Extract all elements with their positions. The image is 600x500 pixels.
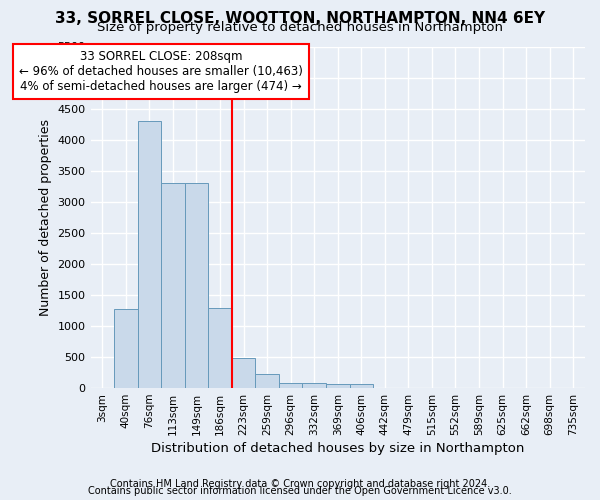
Bar <box>232 358 256 388</box>
Bar <box>256 374 279 388</box>
Bar <box>279 383 302 388</box>
Text: Contains public sector information licensed under the Open Government Licence v3: Contains public sector information licen… <box>88 486 512 496</box>
Bar <box>114 309 137 388</box>
Y-axis label: Number of detached properties: Number of detached properties <box>39 119 52 316</box>
Bar <box>350 384 373 388</box>
Bar <box>326 384 350 388</box>
Bar <box>137 121 161 388</box>
Text: 33 SORREL CLOSE: 208sqm
← 96% of detached houses are smaller (10,463)
4% of semi: 33 SORREL CLOSE: 208sqm ← 96% of detache… <box>19 50 303 93</box>
Text: 33, SORREL CLOSE, WOOTTON, NORTHAMPTON, NN4 6EY: 33, SORREL CLOSE, WOOTTON, NORTHAMPTON, … <box>55 11 545 26</box>
X-axis label: Distribution of detached houses by size in Northampton: Distribution of detached houses by size … <box>151 442 524 455</box>
Text: Contains HM Land Registry data © Crown copyright and database right 2024.: Contains HM Land Registry data © Crown c… <box>110 479 490 489</box>
Text: Size of property relative to detached houses in Northampton: Size of property relative to detached ho… <box>97 21 503 34</box>
Bar <box>185 183 208 388</box>
Bar <box>208 308 232 388</box>
Bar <box>161 183 185 388</box>
Bar <box>302 383 326 388</box>
